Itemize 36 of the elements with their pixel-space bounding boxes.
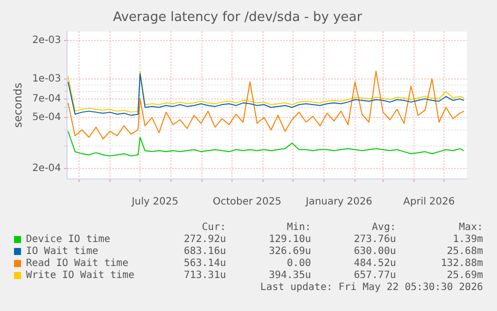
chart-title: Average latency for /dev/sda - by year [112, 10, 363, 26]
text: Cur: [200, 222, 226, 233]
legend-label: Device IO time [26, 234, 112, 245]
x-tick-label: January 2026 [304, 196, 372, 208]
x-tick-label: October 2025 [212, 196, 282, 208]
y-tick-label: 1e-03 [32, 74, 62, 85]
y-tick-label: 2e-04 [32, 162, 62, 174]
text: 563.14u [182, 258, 226, 269]
text: 272.92u [182, 234, 226, 245]
text: 25.68m [446, 246, 483, 257]
text: 25.69m [446, 270, 483, 281]
text: 657.77u [352, 270, 396, 281]
text: Avg: [370, 222, 396, 233]
text: 683.16u [182, 246, 226, 257]
text: 326.69u [268, 246, 311, 257]
y-axis-title: seconds [11, 82, 24, 128]
text: 132.88m [440, 258, 483, 269]
text: 630.00u [352, 246, 396, 257]
text: 1.39m [452, 234, 483, 245]
text: 129.10u [268, 234, 311, 245]
text: Max: [458, 222, 483, 233]
text: 0.00 [286, 258, 311, 269]
legend-label: Write IO Wait time [26, 270, 136, 281]
text: 394.35u [268, 270, 311, 281]
y-tick-label: 2e-03 [32, 35, 62, 46]
text: 713.31u [182, 270, 226, 281]
y-tick-label: 5e-04 [32, 112, 62, 124]
text: 484.52u [352, 258, 396, 269]
text: 273.76u [352, 234, 396, 245]
text: Min: [286, 222, 311, 233]
text: Last update: Fri May 22 05:30:30 2026 [259, 282, 483, 293]
legend-label: Read IO Wait time [26, 258, 130, 269]
y-tick-label: 7e-04 [32, 93, 62, 104]
x-tick-label: July 2025 [130, 196, 178, 208]
x-tick-label: April 2026 [403, 196, 455, 208]
legend-label: IO Wait time [26, 246, 100, 257]
